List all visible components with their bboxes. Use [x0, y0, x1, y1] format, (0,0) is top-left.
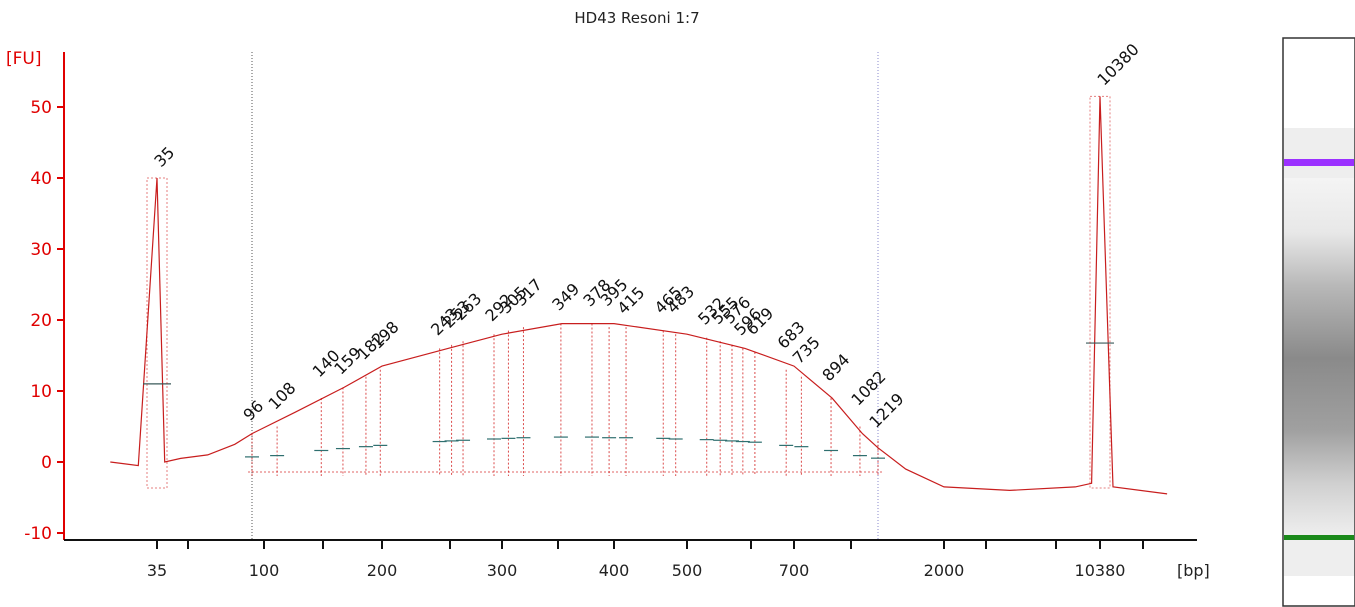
- upper-marker-band: [1284, 159, 1354, 166]
- x-axis-label: [bp]: [1177, 561, 1210, 580]
- y-tick-label: 30: [30, 240, 52, 260]
- chart-title: HD43 Resoni 1:7: [574, 9, 699, 27]
- x-tick-label: 500: [672, 561, 703, 580]
- x-tick-label: 10380: [1075, 561, 1126, 580]
- x-tick-label: 35: [147, 561, 167, 580]
- x-tick-label: 200: [367, 561, 398, 580]
- x-tick-label: 700: [779, 561, 810, 580]
- marker-peak-box: [1089, 95, 1111, 489]
- x-tick-label: 300: [487, 561, 518, 580]
- marker-peak-label: 10380: [1093, 40, 1142, 89]
- peak-label: 894: [818, 350, 853, 385]
- y-tick-label: 40: [30, 169, 52, 189]
- marker-peak-box: [146, 177, 168, 489]
- y-tick-label: 50: [30, 98, 52, 118]
- plot-area: -10 0 10 20 30 40 50 35 100 200 300 400 500 700 2000 10…: [24, 40, 1197, 580]
- virtual-gel-lane: [1282, 37, 1355, 607]
- x-tick-label: 2000: [924, 561, 965, 580]
- y-tick-label: 20: [30, 311, 52, 331]
- fluorescence-trace: [110, 96, 1168, 495]
- peak-label: 108: [264, 378, 299, 413]
- gel-smear: [1284, 178, 1354, 538]
- x-tick-label: 400: [599, 561, 630, 580]
- y-tick-label: 0: [41, 453, 52, 473]
- y-tick-label: 10: [30, 382, 52, 402]
- y-tick-label: -10: [24, 524, 52, 544]
- x-tick-label: 100: [249, 561, 280, 580]
- lower-marker-band: [1284, 535, 1354, 540]
- peak-label: 96: [239, 397, 267, 425]
- marker-peak-label: 35: [150, 143, 178, 171]
- y-axis-label: [FU]: [6, 49, 42, 69]
